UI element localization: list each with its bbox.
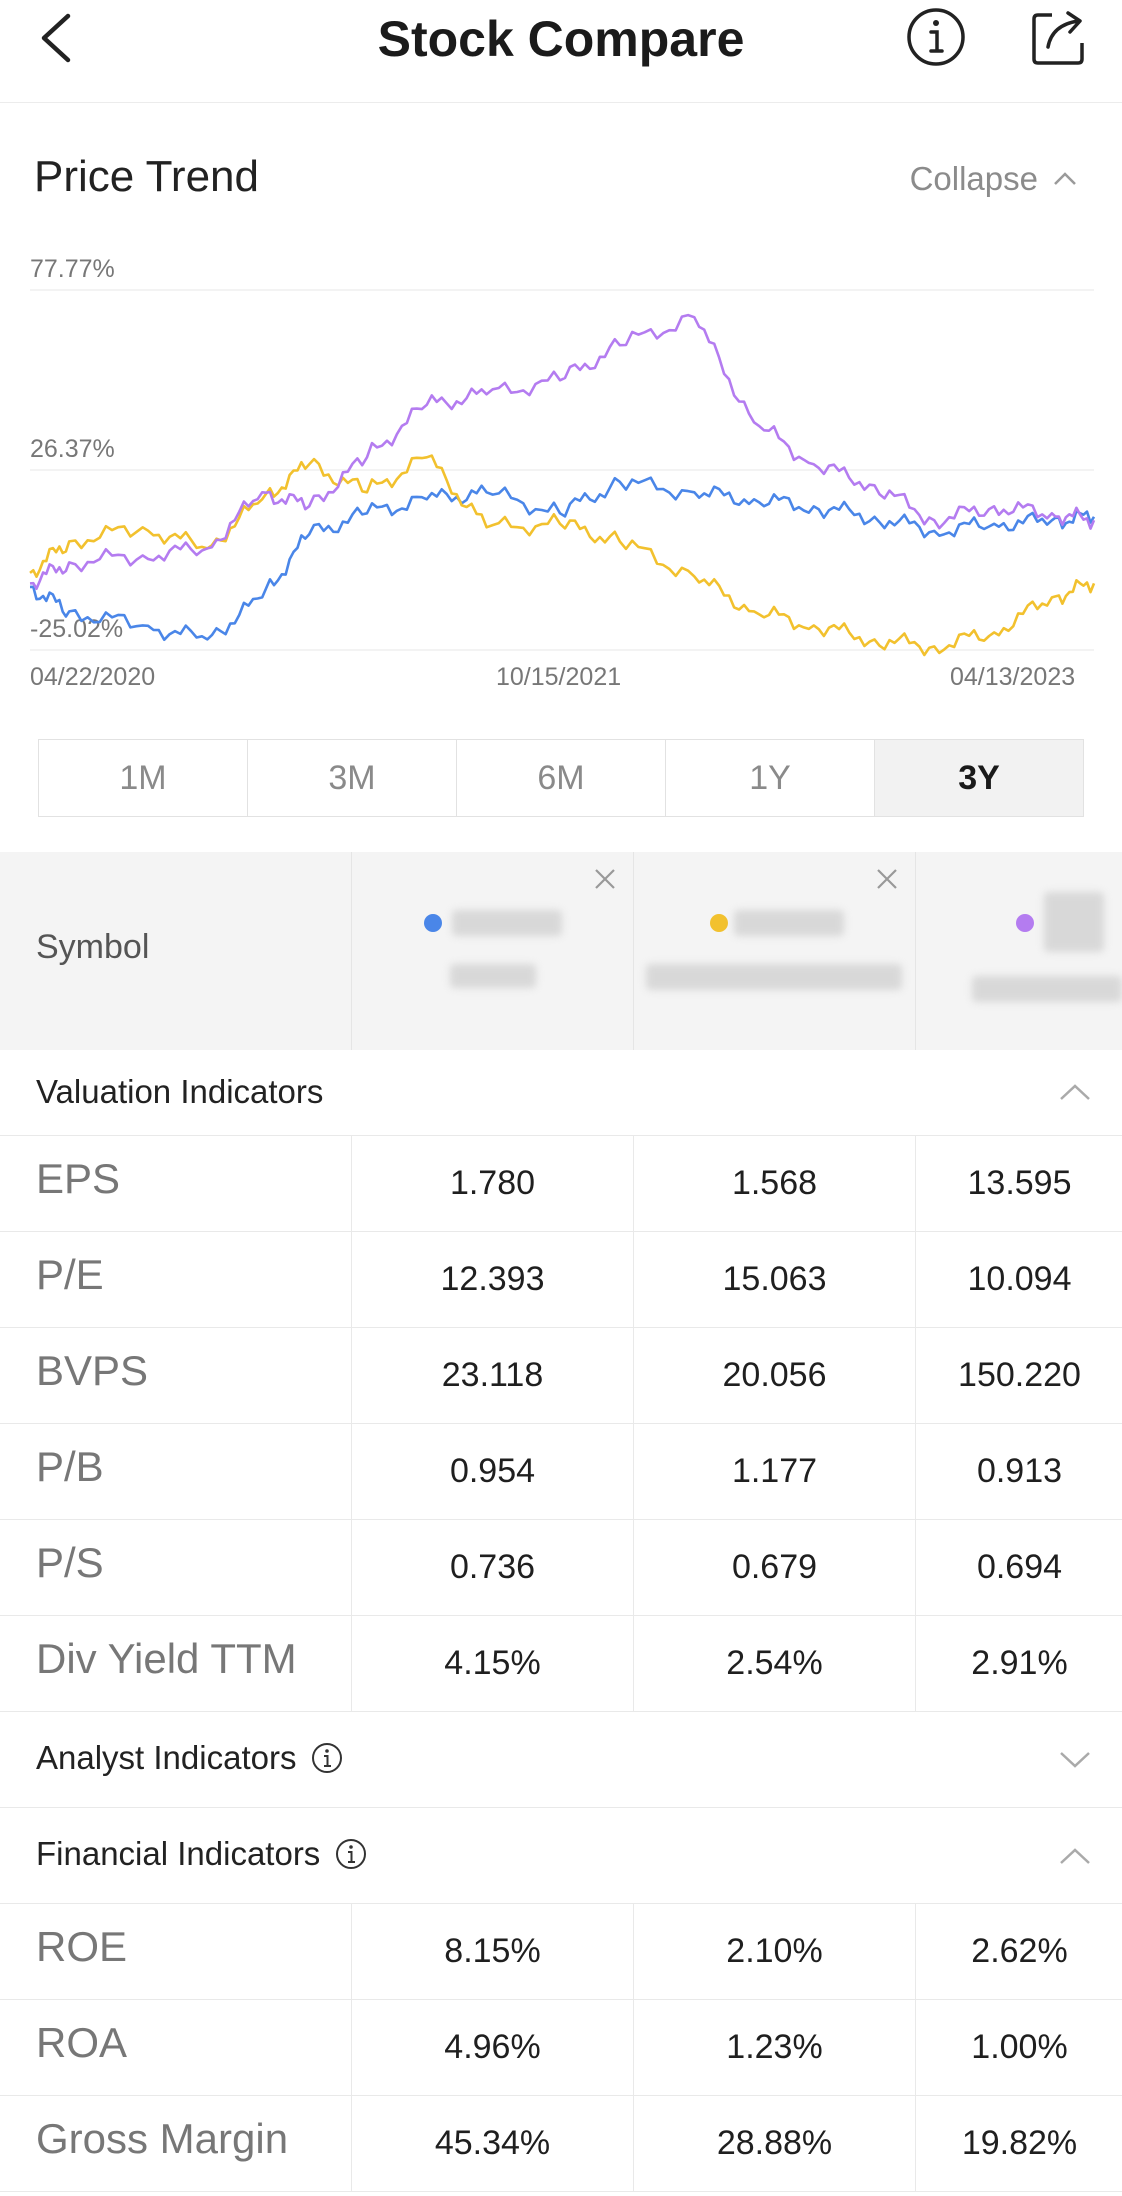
value-cell: 0.913: [915, 1423, 1122, 1519]
value-cell: 2.62%: [915, 1903, 1122, 1999]
price-trend-chart: [29, 289, 1096, 657]
financial-indicators-header[interactable]: Financial Indicators: [0, 1807, 1122, 1904]
row-label: P/S: [36, 1539, 104, 1586]
value-cell: 4.96%: [351, 1999, 633, 2095]
table-row: ROE 8.15% 2.10% 2.62%: [0, 1903, 1122, 2000]
table-row: Div Yield TTM 4.15% 2.54% 2.91%: [0, 1615, 1122, 1712]
value-cell: 8.15%: [351, 1903, 633, 1999]
collapse-label: Collapse: [909, 160, 1038, 197]
value-cell: 15.063: [633, 1231, 915, 1327]
table-row: Gross Margin 45.34% 28.88% 19.82%: [0, 2095, 1122, 2192]
row-label: ROE: [36, 1923, 128, 1970]
chevron-up-icon: [1054, 172, 1076, 185]
y-tick-label: 26.37%: [30, 435, 115, 463]
y-tick-label: -25.02%: [30, 615, 124, 643]
row-label: ROA: [36, 2019, 128, 2066]
y-tick-label: 77.77%: [30, 255, 115, 283]
value-cell: 28.88%: [633, 2095, 915, 2191]
row-label: Div Yield TTM: [36, 1635, 297, 1682]
row-label: P/B: [36, 1443, 104, 1490]
series-line-1: [29, 476, 1096, 642]
tab-3y[interactable]: 3Y: [875, 740, 1083, 816]
x-tick-label: 04/22/2020: [30, 663, 156, 691]
value-cell: 1.00%: [915, 1999, 1122, 2095]
back-arrow-icon[interactable]: [30, 8, 90, 68]
info-icon[interactable]: [904, 5, 968, 69]
analyst-indicators-header[interactable]: Analyst Indicators: [0, 1711, 1122, 1808]
value-cell: 150.220: [915, 1327, 1122, 1423]
symbol-column-1[interactable]: [351, 852, 633, 1050]
value-cell: 13.595: [915, 1135, 1122, 1231]
financial-indicators-title: Financial Indicators: [36, 1835, 321, 1872]
share-icon[interactable]: [1026, 5, 1090, 69]
value-cell: 1.23%: [633, 1999, 915, 2095]
analyst-indicators-title: Analyst Indicators: [36, 1739, 297, 1776]
chevron-up-icon: [1060, 1848, 1090, 1864]
price-trend-title: Price Trend: [34, 152, 259, 201]
series-line-2: [29, 454, 1096, 657]
tab-1y[interactable]: 1Y: [666, 740, 875, 816]
row-label: Gross Margin: [36, 2115, 289, 2162]
table-row: P/S 0.736 0.679 0.694: [0, 1519, 1122, 1616]
range-tabs: 1M 3M 6M 1Y 3Y: [38, 739, 1084, 817]
x-tick-label: 04/13/2023: [950, 663, 1076, 691]
value-cell: 1.568: [633, 1135, 915, 1231]
value-cell: 19.82%: [915, 2095, 1122, 2191]
top-bar: Stock Compare: [0, 0, 1122, 103]
value-cell: 45.34%: [351, 2095, 633, 2191]
x-tick-label: 10/15/2021: [496, 663, 622, 691]
value-cell: 12.393: [351, 1231, 633, 1327]
row-label: BVPS: [36, 1347, 149, 1394]
value-cell: 2.91%: [915, 1615, 1122, 1711]
close-icon[interactable]: [872, 864, 902, 894]
value-cell: 2.10%: [633, 1903, 915, 1999]
value-cell: 1.780: [351, 1135, 633, 1231]
tab-6m[interactable]: 6M: [457, 740, 666, 816]
chevron-down-icon: [1060, 1752, 1090, 1768]
value-cell: 0.679: [633, 1519, 915, 1615]
series-color-dot: [1016, 914, 1034, 932]
row-label: EPS: [36, 1155, 121, 1202]
symbol-column-3[interactable]: [915, 852, 1122, 1050]
blurred-name: [646, 964, 902, 990]
table-row: P/B 0.954 1.177 0.913: [0, 1423, 1122, 1520]
tab-1m[interactable]: 1M: [39, 740, 248, 816]
symbol-row: Symbol: [0, 852, 1122, 1050]
info-icon[interactable]: [310, 1741, 344, 1775]
blurred-symbol: [452, 910, 562, 936]
blurred-symbol: [1044, 892, 1104, 952]
value-cell: 1.177: [633, 1423, 915, 1519]
table-row: EPS 1.780 1.568 13.595: [0, 1135, 1122, 1232]
series-line-3: [29, 313, 1096, 590]
info-icon[interactable]: [334, 1837, 368, 1871]
blurred-name: [450, 964, 536, 988]
series-color-dot: [710, 914, 728, 932]
value-cell: 20.056: [633, 1327, 915, 1423]
close-icon[interactable]: [590, 864, 620, 894]
value-cell: 23.118: [351, 1327, 633, 1423]
valuation-indicators-title: Valuation Indicators: [36, 1073, 324, 1110]
page-title: Stock Compare: [377, 11, 745, 67]
row-label: P/E: [36, 1251, 104, 1298]
symbol-column-2[interactable]: [633, 852, 915, 1050]
collapse-toggle[interactable]: Collapse: [910, 160, 1078, 198]
table-row: ROA 4.96% 1.23% 1.00%: [0, 1999, 1122, 2096]
value-cell: 0.954: [351, 1423, 633, 1519]
blurred-name: [972, 976, 1122, 1002]
value-cell: 2.54%: [633, 1615, 915, 1711]
table-row: BVPS 23.118 20.056 150.220: [0, 1327, 1122, 1424]
value-cell: 0.736: [351, 1519, 633, 1615]
blurred-symbol: [734, 910, 844, 936]
value-cell: 0.694: [915, 1519, 1122, 1615]
valuation-indicators-header[interactable]: Valuation Indicators: [0, 1051, 1122, 1136]
value-cell: 4.15%: [351, 1615, 633, 1711]
tab-3m[interactable]: 3M: [248, 740, 457, 816]
table-row: P/E 12.393 15.063 10.094: [0, 1231, 1122, 1328]
series-color-dot: [424, 914, 442, 932]
value-cell: 10.094: [915, 1231, 1122, 1327]
symbol-label: Symbol: [36, 928, 150, 966]
chevron-up-icon: [1060, 1084, 1090, 1100]
